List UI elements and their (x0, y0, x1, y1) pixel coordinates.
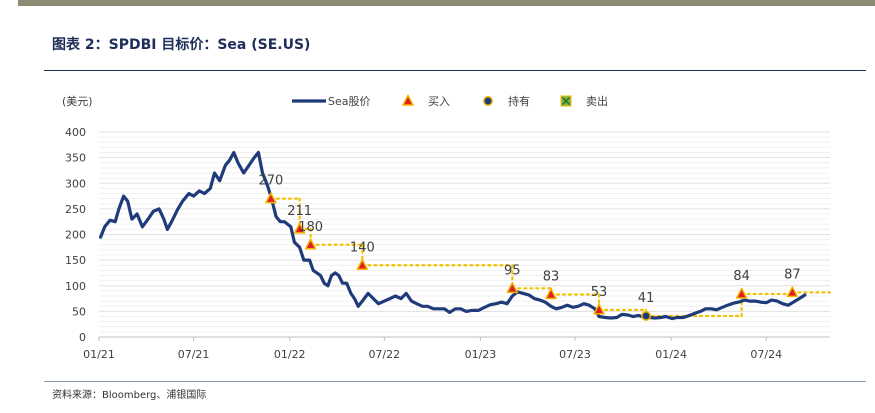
buy-marker (265, 192, 277, 204)
buy-marker (506, 282, 519, 294)
buy-marker (545, 288, 557, 300)
target-price-label: 84 (733, 269, 750, 284)
x-tick-label: 01/24 (655, 348, 687, 361)
grid-lines (99, 131, 830, 338)
price-line (98, 150, 807, 321)
buy-marker (786, 286, 799, 298)
title-divider (44, 70, 866, 71)
target-price-label: 270 (258, 174, 283, 189)
legend-label: Sea股价 (328, 95, 371, 108)
x-tick-label: 01/21 (83, 348, 115, 361)
y-tick-label: 50 (72, 305, 86, 318)
legend-label: 卖出 (586, 94, 608, 108)
footer-divider (44, 381, 866, 382)
target-price-label: 41 (638, 291, 655, 306)
y-tick-label: 100 (65, 280, 86, 293)
legend-label: 买入 (428, 95, 450, 108)
rating-markers (265, 192, 799, 321)
axes: 0 50 100 150 200 250 300 350 400 01/21 07/21 01/22 0… (62, 95, 830, 361)
y-tick-label: 350 (65, 152, 86, 165)
legend-hold-swatch (483, 96, 493, 106)
target-price-label: 83 (543, 269, 560, 284)
y-unit-label: (美元) (62, 95, 93, 108)
target-price-label: 53 (591, 285, 608, 300)
y-tick-label: 200 (65, 229, 86, 242)
x-tick-label: 07/22 (368, 348, 400, 361)
x-tick-label: 07/21 (178, 348, 210, 361)
y-tick-label: 400 (65, 126, 86, 139)
x-tick-label: 01/23 (465, 348, 497, 361)
legend: Sea股价 买入 持有 卖出 (292, 93, 608, 108)
figure-title: 图表 2：SPDBI 目标价：Sea (SE.US) (52, 37, 311, 53)
y-tick-label: 250 (65, 203, 86, 216)
source-note: 资料来源：Bloomberg、浦银国际 (52, 390, 207, 401)
buy-marker (593, 303, 605, 315)
target-price-label: 140 (350, 240, 375, 255)
legend-buy-swatch (401, 93, 415, 106)
hold-marker (641, 311, 652, 321)
legend-label: 持有 (508, 94, 530, 108)
header-accent-bar (18, 0, 875, 6)
y-tick-label: 0 (79, 331, 86, 344)
price-series (98, 150, 807, 321)
x-tick-label: 01/22 (274, 348, 306, 361)
y-tick-label: 300 (65, 177, 86, 190)
buy-marker (356, 259, 369, 270)
price-target-chart: 0 50 100 150 200 250 300 350 400 01/21 07/21 01/22 0… (62, 93, 832, 361)
x-tick-label: 07/24 (750, 348, 782, 361)
buy-marker (293, 222, 306, 234)
buy-marker (304, 238, 317, 250)
legend-sell-cross (562, 97, 570, 105)
x-tick-label: 07/23 (559, 348, 591, 361)
target-price-label: 211 (287, 204, 312, 219)
target-price-label: 180 (298, 220, 323, 235)
target-price-label: 87 (784, 267, 801, 282)
target-price-label: 95 (504, 263, 521, 278)
y-tick-label: 150 (65, 254, 86, 267)
buy-marker (735, 287, 748, 299)
